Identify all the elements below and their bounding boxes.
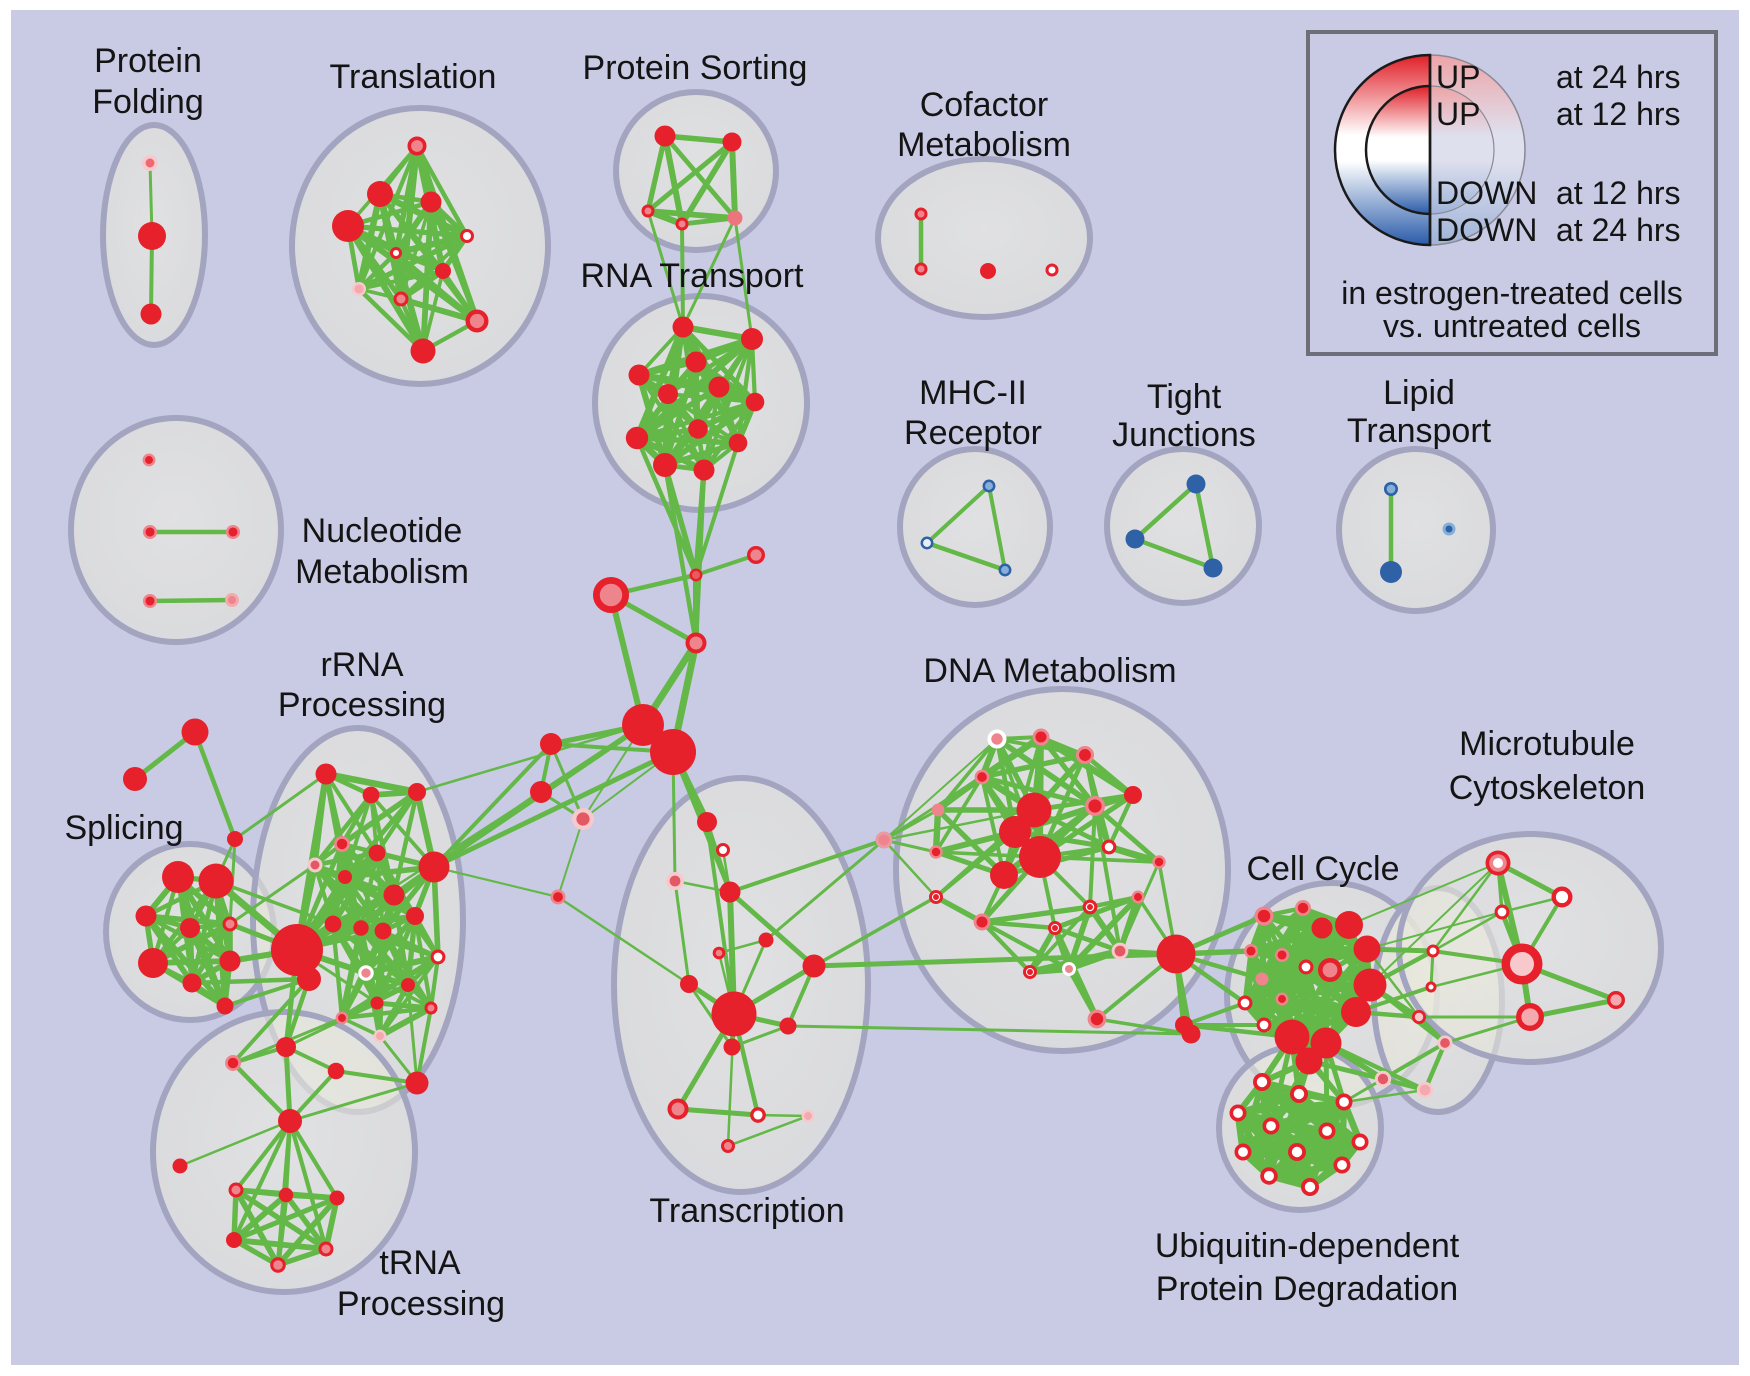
svg-text:MHC-II: MHC-II (919, 374, 1027, 412)
svg-text:Processing: Processing (337, 1285, 505, 1323)
svg-text:Tight: Tight (1147, 378, 1222, 416)
svg-text:at 12 hrs: at 12 hrs (1556, 96, 1681, 132)
svg-text:RNA Transport: RNA Transport (581, 257, 805, 295)
svg-text:Cytoskeleton: Cytoskeleton (1449, 769, 1646, 807)
svg-text:Nucleotide: Nucleotide (302, 512, 463, 550)
svg-text:Translation: Translation (330, 58, 497, 96)
svg-text:Protein: Protein (94, 42, 202, 80)
svg-text:Processing: Processing (278, 686, 446, 724)
svg-text:at 24 hrs: at 24 hrs (1556, 59, 1681, 95)
svg-text:Cell Cycle: Cell Cycle (1246, 850, 1399, 888)
svg-text:Protein Sorting: Protein Sorting (583, 49, 808, 87)
svg-text:Protein Degradation: Protein Degradation (1156, 1270, 1458, 1308)
svg-text:Splicing: Splicing (64, 809, 183, 847)
svg-text:at 12 hrs: at 12 hrs (1556, 175, 1681, 211)
svg-text:DNA Metabolism: DNA Metabolism (923, 652, 1176, 690)
svg-text:Transcription: Transcription (649, 1192, 844, 1230)
svg-text:Junctions: Junctions (1112, 416, 1256, 454)
svg-text:Receptor: Receptor (904, 414, 1042, 452)
svg-text:Microtubule: Microtubule (1459, 725, 1635, 763)
svg-text:DOWN: DOWN (1436, 212, 1537, 248)
svg-text:UP: UP (1436, 96, 1480, 132)
svg-text:UP: UP (1436, 59, 1480, 95)
svg-text:vs. untreated cells: vs. untreated cells (1383, 308, 1641, 344)
svg-text:Metabolism: Metabolism (897, 126, 1071, 164)
svg-text:DOWN: DOWN (1436, 175, 1537, 211)
svg-text:Cofactor: Cofactor (920, 86, 1049, 124)
svg-text:Transport: Transport (1347, 412, 1492, 450)
svg-text:in estrogen-treated cells: in estrogen-treated cells (1341, 275, 1683, 311)
svg-text:rRNA: rRNA (320, 646, 403, 684)
svg-text:Lipid: Lipid (1383, 374, 1455, 412)
svg-text:Metabolism: Metabolism (295, 553, 469, 591)
svg-text:Folding: Folding (92, 83, 204, 121)
svg-text:tRNA: tRNA (379, 1244, 461, 1282)
svg-text:Ubiquitin-dependent: Ubiquitin-dependent (1155, 1227, 1460, 1265)
svg-text:at 24 hrs: at 24 hrs (1556, 212, 1681, 248)
